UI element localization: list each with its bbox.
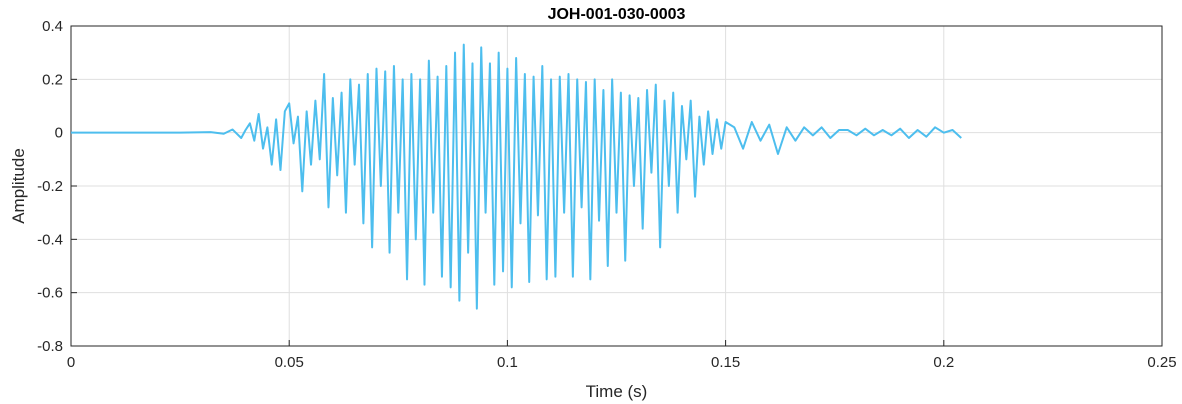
series-layer: [71, 43, 962, 310]
x-tick-label: 0.15: [711, 354, 740, 371]
x-axis-label: Time (s): [586, 382, 648, 401]
y-axis-label: Amplitude: [9, 148, 28, 224]
x-tick-label: 0.25: [1147, 354, 1176, 371]
y-tick-label: -0.8: [37, 338, 63, 355]
x-tick-label: 0.2: [933, 354, 954, 371]
amplitude-waveform-line: [71, 43, 962, 310]
y-tick-label: -0.6: [37, 285, 63, 302]
y-tick-label: 0.4: [42, 18, 63, 35]
x-tick-label: 0: [67, 354, 75, 371]
y-tick-label: -0.2: [37, 178, 63, 195]
y-tick-label: 0.2: [42, 71, 63, 88]
x-tick-label: 0.1: [497, 354, 518, 371]
y-tick-label: -0.4: [37, 231, 63, 248]
x-tick-label: 0.05: [275, 354, 304, 371]
chart-title: JOH-001-030-0003: [548, 6, 686, 23]
ticks: 0 0.05 0.1 0.15 0.2 0.25 -0.8 -0.6 -0.4 -0.2 0 0.2 0…: [37, 18, 1176, 371]
y-tick-label: 0: [55, 125, 63, 142]
